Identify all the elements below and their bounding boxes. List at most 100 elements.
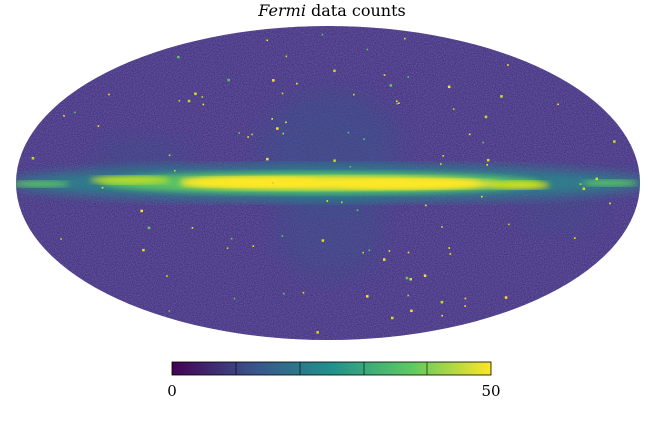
point-source: [187, 99, 191, 103]
point-source: [168, 310, 171, 312]
point-source: [63, 115, 65, 117]
point-source: [362, 251, 364, 254]
point-source: [396, 100, 398, 103]
point-source: [500, 95, 503, 98]
point-source: [285, 121, 287, 124]
point-source: [407, 294, 409, 297]
point-source: [557, 103, 559, 106]
point-source: [140, 209, 143, 213]
point-source: [366, 295, 369, 298]
point-source: [407, 76, 409, 78]
point-source: [227, 78, 230, 82]
point-source: [166, 275, 168, 277]
point-source: [595, 177, 598, 181]
point-source: [174, 169, 176, 172]
point-source: [482, 141, 484, 144]
point-source: [296, 82, 298, 85]
point-source: [356, 209, 359, 212]
point-source: [333, 159, 336, 162]
point-source: [383, 74, 386, 76]
point-source: [97, 125, 100, 127]
point-source: [202, 103, 205, 106]
point-source: [142, 248, 145, 252]
point-source: [272, 182, 274, 184]
point-source: [281, 92, 284, 95]
point-source: [349, 165, 352, 168]
point-source: [423, 274, 427, 277]
point-source: [347, 131, 350, 134]
point-source: [252, 245, 255, 247]
point-source: [60, 238, 62, 240]
point-source: [449, 253, 452, 255]
point-source: [168, 154, 171, 157]
point-source: [281, 235, 284, 237]
point-source: [191, 227, 194, 229]
point-source: [290, 179, 293, 181]
point-source: [486, 164, 488, 166]
point-source: [333, 69, 336, 73]
point-source: [408, 187, 411, 190]
point-source: [441, 314, 443, 317]
point-source: [484, 115, 488, 119]
point-source: [407, 251, 410, 254]
point-source: [468, 133, 471, 136]
point-source: [316, 331, 319, 334]
point-source: [609, 202, 611, 205]
point-sources: [31, 33, 616, 334]
point-source: [366, 48, 369, 51]
point-source: [389, 84, 393, 87]
point-source: [194, 92, 197, 95]
colorbar-gradient: [172, 362, 491, 375]
point-source: [226, 247, 229, 249]
point-source: [452, 108, 455, 110]
point-source: [147, 226, 151, 230]
point-source: [464, 305, 466, 307]
point-source: [507, 64, 509, 66]
point-source: [447, 85, 451, 89]
point-source: [464, 297, 467, 300]
point-source: [341, 201, 343, 204]
point-source: [177, 55, 180, 59]
point-source: [574, 237, 576, 239]
point-source: [201, 96, 204, 98]
point-source: [74, 111, 76, 114]
point-source: [363, 138, 365, 140]
point-source: [31, 157, 35, 160]
point-source: [383, 258, 386, 261]
point-source: [266, 39, 268, 42]
point-source: [271, 118, 273, 120]
point-source: [276, 127, 279, 130]
point-source: [266, 157, 269, 161]
point-source: [440, 163, 442, 165]
point-source: [101, 186, 104, 189]
point-source: [251, 133, 253, 136]
point-source: [440, 300, 444, 304]
point-source: [230, 237, 233, 240]
point-source: [283, 292, 285, 295]
point-source: [388, 250, 391, 252]
colorbar-max-label: 50: [481, 382, 501, 400]
colorbar-frame: [171, 361, 492, 376]
point-source: [398, 102, 400, 104]
point-source: [404, 37, 406, 40]
point-source: [326, 200, 329, 202]
point-source: [441, 226, 443, 228]
point-source: [321, 239, 325, 242]
point-source: [247, 136, 249, 138]
point-source: [282, 132, 284, 135]
point-source: [425, 204, 427, 207]
point-source: [442, 155, 444, 157]
point-source: [353, 93, 355, 96]
point-source: [238, 132, 240, 134]
point-source: [391, 316, 394, 320]
point-source: [272, 79, 275, 82]
point-source: [285, 55, 288, 58]
point-source: [504, 296, 508, 299]
point-source: [481, 195, 483, 198]
point-source: [486, 158, 490, 162]
point-source: [409, 278, 412, 281]
point-source: [178, 99, 181, 102]
colorbar-min-label: 0: [167, 382, 177, 400]
point-source: [396, 103, 398, 105]
